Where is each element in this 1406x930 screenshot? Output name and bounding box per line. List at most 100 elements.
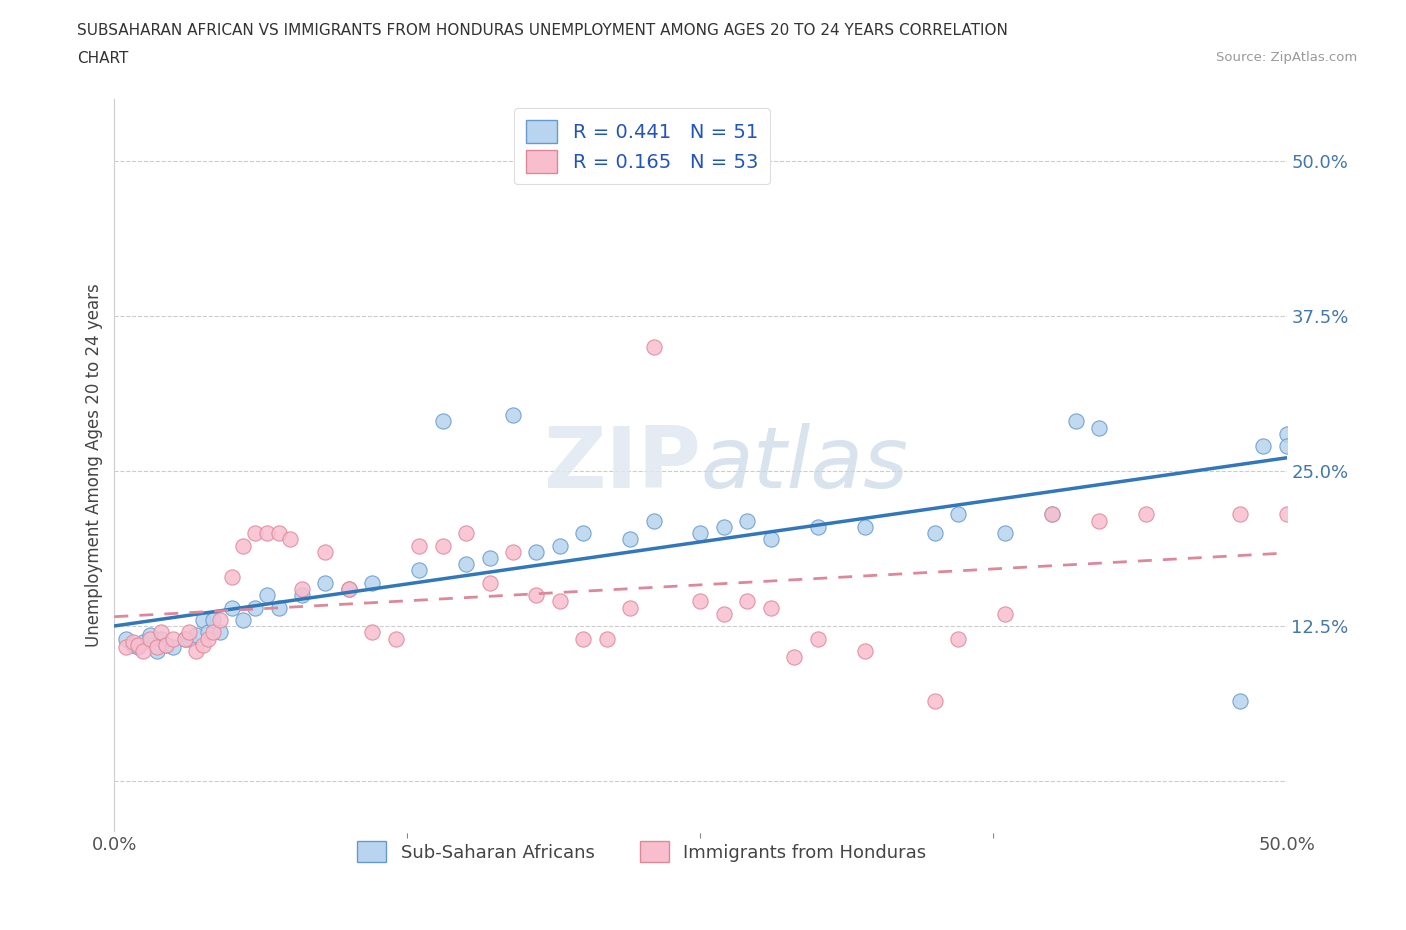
- Point: [619, 532, 641, 547]
- Point: [759, 532, 782, 547]
- Point: [201, 625, 224, 640]
- Point: [122, 635, 145, 650]
- Point: [197, 625, 219, 640]
- Point: [1229, 507, 1251, 522]
- Point: [948, 507, 970, 522]
- Point: [454, 525, 477, 540]
- Point: [193, 613, 215, 628]
- Point: [924, 693, 946, 708]
- Point: [1064, 414, 1087, 429]
- Point: [155, 637, 177, 652]
- Point: [138, 631, 160, 646]
- Point: [150, 625, 173, 640]
- Point: [145, 640, 167, 655]
- Point: [337, 581, 360, 596]
- Point: [408, 538, 430, 553]
- Point: [737, 594, 759, 609]
- Point: [689, 525, 711, 540]
- Point: [432, 538, 454, 553]
- Point: [713, 520, 735, 535]
- Point: [1275, 439, 1298, 454]
- Text: Source: ZipAtlas.com: Source: ZipAtlas.com: [1216, 51, 1357, 64]
- Point: [256, 525, 278, 540]
- Point: [1229, 693, 1251, 708]
- Point: [186, 628, 208, 643]
- Point: [548, 538, 571, 553]
- Point: [291, 588, 314, 603]
- Point: [221, 600, 243, 615]
- Point: [432, 414, 454, 429]
- Point: [193, 637, 215, 652]
- Point: [948, 631, 970, 646]
- Point: [115, 640, 138, 655]
- Point: [291, 581, 314, 596]
- Point: [267, 600, 290, 615]
- Point: [162, 631, 184, 646]
- Text: SUBSAHARAN AFRICAN VS IMMIGRANTS FROM HONDURAS UNEMPLOYMENT AMONG AGES 20 TO 24 : SUBSAHARAN AFRICAN VS IMMIGRANTS FROM HO…: [77, 23, 1008, 38]
- Point: [572, 631, 595, 646]
- Point: [1040, 507, 1063, 522]
- Point: [361, 576, 384, 591]
- Point: [713, 606, 735, 621]
- Text: CHART: CHART: [77, 51, 129, 66]
- Point: [853, 520, 876, 535]
- Point: [502, 407, 524, 422]
- Point: [994, 606, 1017, 621]
- Point: [243, 600, 266, 615]
- Point: [1088, 513, 1111, 528]
- Point: [759, 600, 782, 615]
- Point: [478, 551, 501, 565]
- Point: [783, 650, 806, 665]
- Point: [179, 631, 201, 646]
- Point: [502, 544, 524, 559]
- Point: [384, 631, 406, 646]
- Point: [221, 569, 243, 584]
- Y-axis label: Unemployment Among Ages 20 to 24 years: Unemployment Among Ages 20 to 24 years: [86, 283, 103, 646]
- Point: [150, 631, 173, 646]
- Point: [314, 576, 336, 591]
- Point: [173, 631, 195, 646]
- Point: [1275, 426, 1298, 441]
- Point: [361, 625, 384, 640]
- Point: [548, 594, 571, 609]
- Point: [643, 339, 665, 354]
- Point: [619, 600, 641, 615]
- Point: [526, 588, 548, 603]
- Point: [186, 644, 208, 658]
- Point: [201, 613, 224, 628]
- Point: [1135, 507, 1157, 522]
- Point: [572, 525, 595, 540]
- Point: [138, 628, 160, 643]
- Point: [155, 637, 177, 652]
- Point: [127, 640, 149, 655]
- Point: [1040, 507, 1063, 522]
- Point: [122, 637, 145, 652]
- Point: [127, 637, 149, 652]
- Point: [408, 563, 430, 578]
- Point: [689, 594, 711, 609]
- Point: [337, 581, 360, 596]
- Point: [853, 644, 876, 658]
- Point: [1275, 507, 1298, 522]
- Point: [643, 513, 665, 528]
- Point: [256, 588, 278, 603]
- Point: [131, 644, 153, 658]
- Point: [1251, 439, 1274, 454]
- Point: [807, 520, 830, 535]
- Text: atlas: atlas: [700, 423, 908, 506]
- Legend: Sub-Saharan Africans, Immigrants from Honduras: Sub-Saharan Africans, Immigrants from Ho…: [350, 834, 934, 870]
- Point: [173, 631, 195, 646]
- Text: ZIP: ZIP: [543, 423, 700, 506]
- Point: [267, 525, 290, 540]
- Point: [232, 538, 254, 553]
- Point: [208, 625, 231, 640]
- Point: [243, 525, 266, 540]
- Point: [115, 631, 138, 646]
- Point: [478, 576, 501, 591]
- Point: [737, 513, 759, 528]
- Point: [1088, 420, 1111, 435]
- Point: [807, 631, 830, 646]
- Point: [994, 525, 1017, 540]
- Point: [526, 544, 548, 559]
- Point: [197, 631, 219, 646]
